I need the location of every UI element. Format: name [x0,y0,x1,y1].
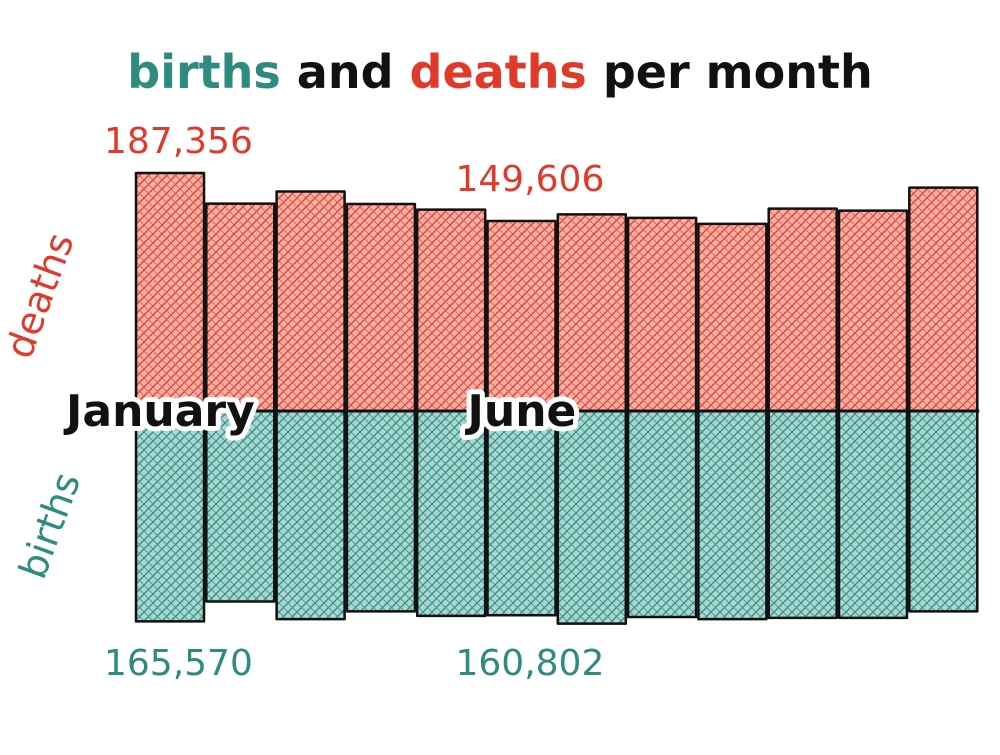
births-bar-11 [837,409,909,620]
chart-title: births and deaths per month [127,45,872,99]
title-births: births [127,45,281,99]
births-bar-9 [697,409,768,621]
value-labels: 187,356 149,606 165,570 160,802 [104,121,604,684]
deaths-bar-5 [415,208,487,413]
side-label-births: births [10,467,89,585]
births-bar-10 [767,409,838,620]
births-bar-12 [908,409,979,613]
deaths-bar-12 [908,186,979,413]
births-value-label-1: 165,570 [104,643,253,684]
deaths-bar-8 [626,216,698,413]
deaths-bar-1 [134,171,206,413]
deaths-bar-3 [275,190,346,413]
deaths-bar-9 [697,222,768,413]
births-bar-8 [626,409,698,619]
month-labels: January June [58,381,581,442]
deaths-bar-2 [205,202,276,413]
deaths-bar-10 [767,207,838,413]
births-bar-5 [415,409,487,618]
births-bar-3 [275,409,346,621]
births-bar-6 [486,409,557,617]
deaths-value-label-1: 187,356 [104,121,253,162]
births-bar-7 [556,409,628,625]
deaths-bar-11 [837,209,909,413]
deaths-bar-6 [486,219,557,413]
births-bar-2 [205,409,276,603]
month-label-june: June [465,386,577,437]
births-value-label-6: 160,802 [456,643,605,684]
title-per-month: per month [587,45,873,99]
deaths-bar-4 [345,202,417,413]
month-label-january: January [63,386,255,437]
title-and: and [281,45,410,99]
title-deaths: deaths [410,45,587,99]
deaths-bar-7 [556,213,628,413]
births-bars [134,409,979,625]
deaths-bars [134,171,979,413]
births-bar-4 [345,409,417,613]
births-bar-1 [134,409,206,623]
side-label-deaths: deaths [0,227,83,364]
deaths-value-label-6: 149,606 [456,159,605,200]
